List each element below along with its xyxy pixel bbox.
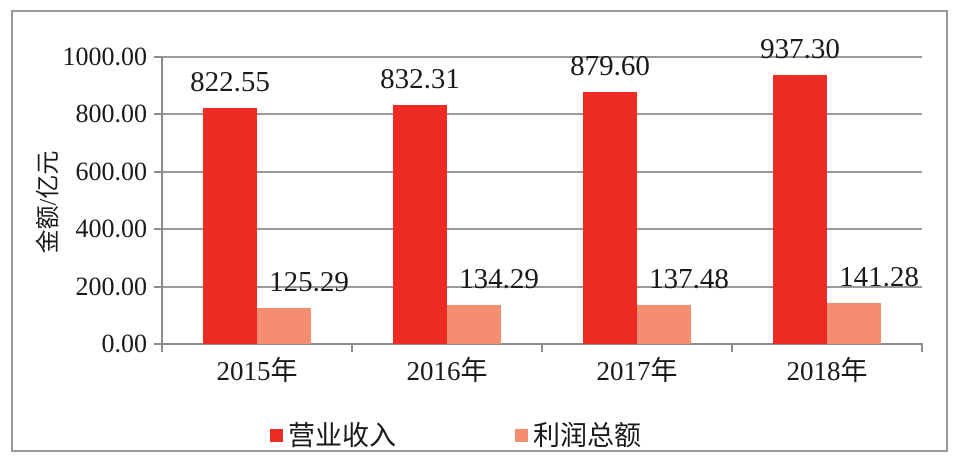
gridline [162, 56, 922, 58]
bar-series0-cat0 [203, 107, 257, 344]
data-label-series1-cat3: 141.28 [839, 261, 919, 294]
x-tick-mark [921, 344, 923, 352]
y-tick-label: 1000.00 [62, 42, 148, 71]
legend-swatch [515, 429, 528, 442]
bar-series1-cat1 [447, 305, 501, 344]
legend-swatch [270, 429, 283, 442]
y-tick-label: 200.00 [75, 271, 148, 301]
legend-label: 营业收入 [288, 421, 396, 451]
x-tick-mark [541, 344, 543, 352]
data-label-series0-cat1: 832.31 [380, 63, 460, 96]
bar-series1-cat2 [637, 304, 691, 344]
category-label: 2017年 [596, 356, 678, 386]
y-tick-mark [154, 285, 162, 288]
bar-series0-cat1 [393, 105, 447, 344]
legend-entry: 营业收入 [270, 420, 430, 454]
y-tick-label: 400.00 [75, 214, 148, 244]
x-tick-mark [351, 344, 353, 352]
data-label-series0-cat0: 822.55 [190, 65, 270, 98]
gridline [162, 170, 922, 173]
bar-series1-cat3 [827, 303, 881, 344]
legend-label: 利润总额 [533, 421, 641, 451]
y-tick-label: 800.00 [75, 99, 148, 129]
x-tick-mark [161, 344, 163, 352]
bar-series0-cat3 [773, 74, 827, 344]
data-label-series0-cat3: 937.30 [760, 32, 840, 65]
chart-frame: 金额/亿元 0.00 200.00 400.00 600.00 800.00 1000.0… [11, 10, 948, 452]
gridline [162, 228, 922, 231]
data-label-series1-cat0: 125.29 [269, 266, 349, 299]
legend-entry: 利润总额 [515, 420, 675, 454]
y-tick-mark [154, 113, 162, 116]
gridline [162, 285, 922, 288]
category-label: 2016年 [406, 356, 488, 386]
y-tick-mark [154, 343, 162, 345]
category-label: 2018年 [786, 356, 868, 386]
gridline [162, 113, 922, 116]
data-label-series1-cat2: 137.48 [649, 262, 729, 295]
y-tick-label: 0.00 [101, 329, 148, 358]
y-axis-title: 金额/亿元 [36, 150, 62, 254]
y-tick-mark [154, 170, 162, 173]
bar-series0-cat2 [583, 91, 637, 344]
data-label-series0-cat2: 879.60 [570, 49, 650, 82]
category-label: 2015年 [216, 356, 298, 386]
y-tick-label: 600.00 [75, 156, 148, 186]
x-tick-mark [731, 344, 733, 352]
y-tick-mark [154, 228, 162, 231]
y-tick-mark [154, 56, 162, 58]
y-axis-line [161, 57, 163, 344]
data-label-series1-cat1: 134.29 [459, 263, 539, 296]
bar-series1-cat0 [257, 308, 311, 344]
